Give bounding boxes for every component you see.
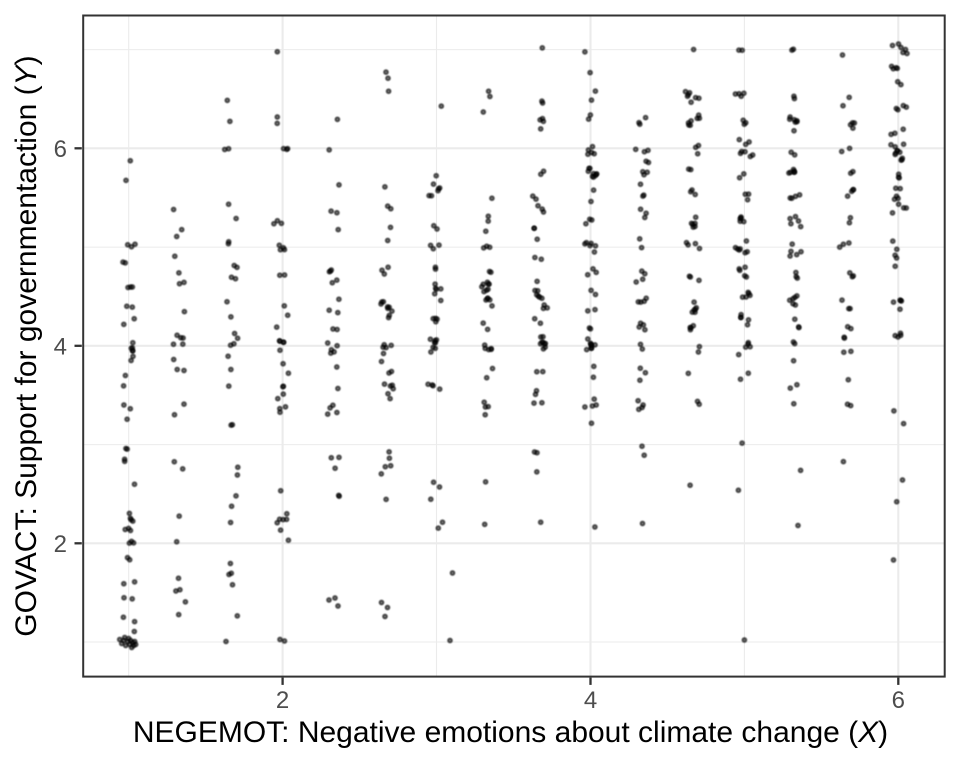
svg-text:2: 2: [54, 531, 67, 558]
svg-text:6: 6: [54, 136, 67, 163]
svg-text:2: 2: [276, 687, 289, 714]
svg-text:4: 4: [584, 687, 597, 714]
svg-text:4: 4: [54, 333, 67, 360]
svg-text:GOVACT: Support for government: GOVACT: Support for governmentaction (Y): [10, 55, 43, 636]
svg-text:6: 6: [892, 687, 905, 714]
svg-text:NEGEMOT: Negative emotions abo: NEGEMOT: Negative emotions about climate…: [133, 716, 888, 749]
